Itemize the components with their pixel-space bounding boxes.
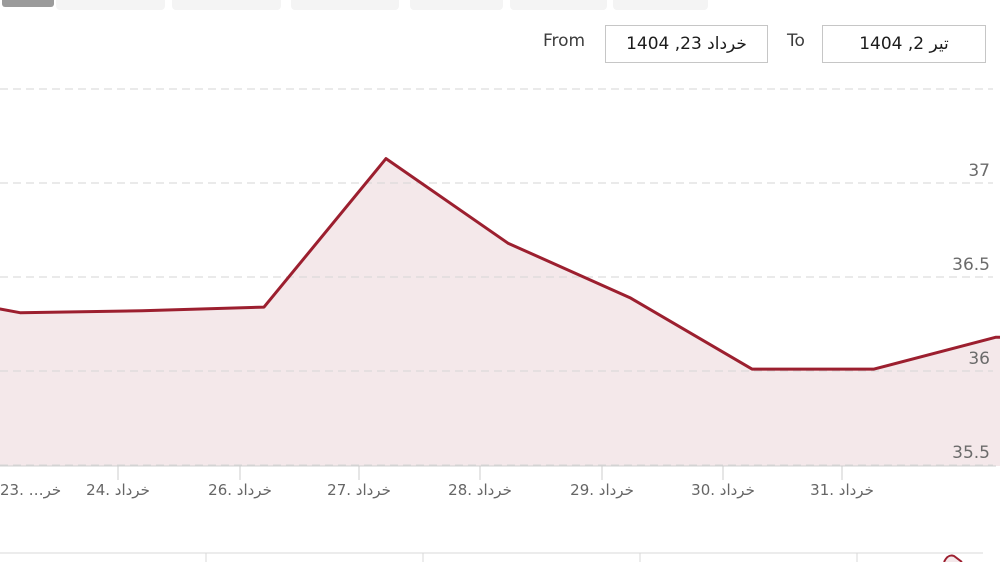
y-axis-label: 37: [968, 161, 990, 181]
toolbar-partial-element[interactable]: [2, 0, 54, 7]
x-axis-label: 27. خرداد: [327, 481, 391, 499]
to-date-input[interactable]: [822, 25, 986, 63]
toolbar-button-stub[interactable]: [410, 0, 503, 10]
y-axis-label: 35.5: [952, 443, 990, 463]
to-label: To: [787, 31, 805, 51]
x-axis-label: 24. خرداد: [86, 481, 150, 499]
navigator-series-line: [943, 554, 963, 562]
price-line: [0, 157, 1000, 371]
x-axis-label: 28. خرداد: [448, 481, 512, 499]
y-axis-label: 36.5: [952, 255, 990, 275]
toolbar-button-stub[interactable]: [56, 0, 165, 10]
x-axis-label: 23. …خر: [0, 481, 62, 499]
toolbar-button-stub[interactable]: [291, 0, 399, 10]
from-date-input[interactable]: [605, 25, 768, 63]
x-axis-label: 31. خرداد: [810, 481, 874, 499]
x-axis-label: 26. خرداد: [208, 481, 272, 499]
toolbar-button-stub[interactable]: [172, 0, 281, 10]
toolbar-button-stub[interactable]: [613, 0, 708, 10]
y-axis-label: 36: [968, 349, 990, 369]
from-label: From: [543, 31, 586, 51]
area-fill: [0, 158, 1000, 466]
toolbar-button-stub[interactable]: [510, 0, 607, 10]
x-axis-label: 29. خرداد: [570, 481, 634, 499]
x-axis-label: 30. خرداد: [691, 481, 755, 499]
